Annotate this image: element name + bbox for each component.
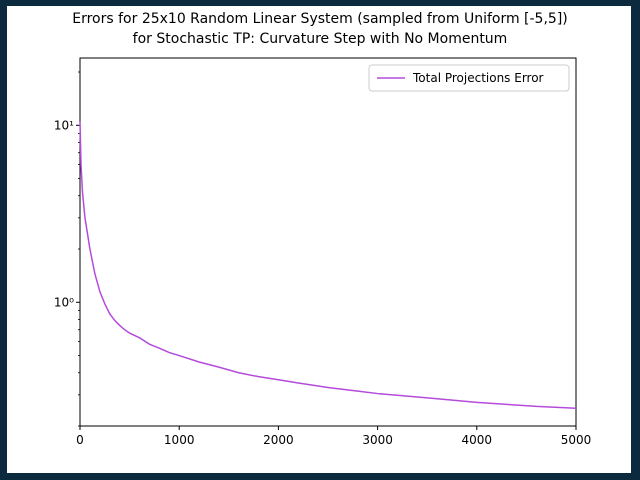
- figure: Errors for 25x10 Random Linear System (s…: [7, 6, 631, 473]
- chart: Errors for 25x10 Random Linear System (s…: [54, 11, 592, 447]
- plot-area: [79, 57, 577, 427]
- x-tick-label-5: 5000: [561, 433, 592, 447]
- legend: Total Projections Error: [368, 64, 570, 92]
- x-tick-label-4: 4000: [462, 433, 493, 447]
- legend-label-0: Total Projections Error: [412, 71, 544, 85]
- x-tick-label-0: 0: [76, 433, 84, 447]
- chart-title: Errors for 25x10 Random Linear System (s…: [72, 11, 568, 27]
- y-tick-label-1: 10⁰: [54, 295, 74, 309]
- chart-subtitle: for Stochastic TP: Curvature Step with N…: [133, 31, 508, 47]
- x-tick-label-3: 3000: [362, 433, 393, 447]
- x-tick-label-2: 2000: [263, 433, 294, 447]
- legend-box: [368, 64, 570, 92]
- series-line-0: [79, 121, 577, 409]
- y-tick-label-0: 10¹: [54, 118, 74, 132]
- x-tick-label-1: 1000: [164, 433, 195, 447]
